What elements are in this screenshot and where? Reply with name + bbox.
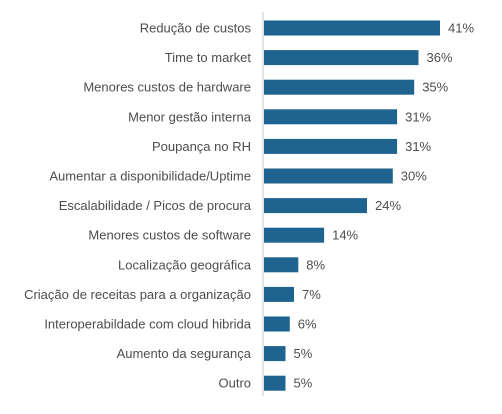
category-labels-group: Redução de custos Time to market Menores c… — [24, 21, 252, 391]
bar — [264, 257, 298, 272]
value-label: 8% — [306, 257, 325, 272]
category-label: Escalabilidade / Picos de procura — [59, 198, 252, 213]
category-label: Redução de custos — [140, 21, 252, 36]
category-label: Time to market — [165, 50, 252, 65]
category-label: Menores custos de software — [88, 228, 251, 243]
bar — [264, 80, 414, 95]
value-label: 5% — [294, 346, 313, 361]
bar — [264, 198, 367, 213]
category-label: Outro — [218, 376, 251, 391]
value-label: 31% — [405, 139, 431, 154]
value-label: 6% — [298, 317, 317, 332]
bar — [264, 169, 393, 184]
category-label: Aumento da segurança — [117, 346, 252, 361]
category-label: Interoperabildade com cloud hibrida — [44, 317, 251, 332]
category-label: Localização geográfica — [118, 257, 252, 272]
value-label: 31% — [405, 109, 431, 124]
value-label: 41% — [448, 21, 474, 36]
value-label: 35% — [422, 80, 448, 95]
category-label: Aumentar a disponibilidade/Uptime — [49, 169, 251, 184]
bar — [264, 50, 419, 65]
bar — [264, 376, 286, 391]
bar — [264, 139, 397, 154]
bar — [264, 228, 324, 243]
value-label: 36% — [427, 50, 453, 65]
bar — [264, 317, 290, 332]
bar — [264, 287, 294, 302]
value-label: 5% — [294, 376, 313, 391]
category-label: Menor gestão interna — [128, 109, 252, 124]
value-label: 30% — [401, 169, 427, 184]
value-label: 7% — [302, 287, 321, 302]
bars-group — [264, 21, 440, 391]
category-label: Poupança no RH — [152, 139, 251, 154]
bar — [264, 109, 397, 124]
bar — [264, 346, 286, 361]
category-label: Criação de receitas para a organização — [24, 287, 251, 302]
bar — [264, 21, 440, 36]
category-label: Menores custos de hardware — [83, 80, 251, 95]
value-label: 24% — [375, 198, 401, 213]
value-label: 14% — [332, 228, 358, 243]
